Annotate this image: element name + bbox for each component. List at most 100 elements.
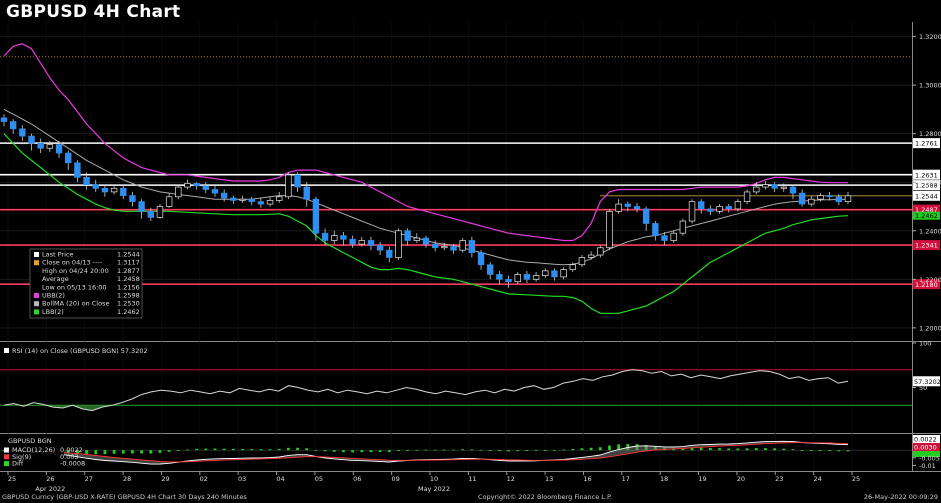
candle-body bbox=[376, 244, 384, 251]
candle-body bbox=[597, 247, 604, 256]
macd-histogram-bar bbox=[378, 450, 382, 453]
candle-body bbox=[441, 246, 448, 249]
macd-histogram-bar bbox=[406, 450, 410, 452]
candle-body bbox=[707, 208, 714, 212]
macd-histogram-bar bbox=[791, 449, 795, 451]
candle-body bbox=[266, 200, 274, 205]
x-month-label: Apr 2022 bbox=[35, 485, 65, 493]
candle-body bbox=[431, 243, 439, 249]
candle-body bbox=[74, 162, 81, 178]
macd-legend-label: Diff bbox=[12, 460, 24, 468]
level-tag bbox=[913, 204, 940, 215]
level-tag bbox=[913, 279, 940, 290]
macd-legend-value: 0.003 bbox=[60, 453, 79, 461]
macd-histogram-bar bbox=[819, 450, 822, 452]
macd-legend-swatch bbox=[4, 454, 9, 460]
macd-histogram-bar bbox=[121, 450, 125, 454]
x-tick-label: 26 bbox=[46, 475, 54, 483]
price-tick-label: 1.2000 bbox=[919, 324, 941, 332]
rsi-tick-label: 100 bbox=[919, 340, 931, 348]
macd-histogram-bar bbox=[773, 448, 777, 451]
legend-swatch bbox=[34, 252, 39, 257]
rsi-last-tag-label: 57.3202 bbox=[914, 378, 941, 386]
candle-body bbox=[65, 152, 72, 164]
legend-value: 1.2458 bbox=[117, 275, 140, 283]
macd-histogram-bar bbox=[250, 449, 254, 451]
legend-label: High on 04/24 20:00 bbox=[42, 267, 109, 275]
macd-histogram-bar bbox=[488, 450, 492, 452]
legend-value: 1.2544 bbox=[117, 251, 140, 259]
macd-histogram-bar bbox=[259, 449, 263, 451]
candle-body bbox=[202, 185, 210, 190]
candle-body bbox=[679, 220, 687, 234]
candle-body bbox=[248, 198, 255, 202]
horizontal-levels: 1.2761 1.2631 1.2588 1.2487 1.2341 1.2180 1.25… bbox=[0, 56, 940, 290]
x-tick-label: 17 bbox=[622, 475, 630, 483]
macd-histogram-bar bbox=[277, 448, 281, 451]
macd-histogram-bar bbox=[94, 450, 98, 455]
level-tag-label: 1.2341 bbox=[915, 242, 938, 250]
chart-title: GBPUSD 4H Chart bbox=[6, 2, 181, 22]
legend-value: 1.2877 bbox=[117, 267, 140, 275]
macd-histogram-bar bbox=[85, 450, 88, 454]
x-tick-label: 27 bbox=[85, 475, 93, 483]
macd-histogram-bar bbox=[66, 450, 70, 453]
candle-body bbox=[37, 143, 44, 149]
price-tick-label: 1.3200 bbox=[919, 33, 941, 41]
candle-body bbox=[661, 235, 668, 241]
candle-body bbox=[120, 187, 127, 196]
rsi-label: RSI (14) on Close (GBPUSD BGN) 57.3202 bbox=[12, 347, 148, 355]
candle-body bbox=[633, 206, 641, 210]
last-price-tag-label: 1.2544 bbox=[915, 192, 938, 200]
macd-histogram-bar bbox=[286, 447, 290, 451]
macd-histogram-bar bbox=[809, 450, 813, 452]
candles bbox=[0, 114, 852, 288]
macd-legend-label: MACD(12,26) bbox=[12, 446, 55, 454]
candle-body bbox=[395, 230, 402, 258]
macd-histogram-bar bbox=[782, 448, 786, 451]
macd-histogram-bar bbox=[764, 448, 767, 451]
macd-legend-value: 0.0022 bbox=[60, 446, 83, 454]
candle-body bbox=[450, 246, 457, 251]
macd-legend-swatch bbox=[4, 461, 9, 467]
level-tag-label: 1.2631 bbox=[915, 171, 938, 179]
candle-body bbox=[55, 144, 63, 154]
candle-body bbox=[367, 240, 375, 246]
candle-body bbox=[496, 274, 503, 280]
candle-body bbox=[762, 184, 769, 188]
legend-swatch bbox=[34, 260, 39, 266]
candle-body bbox=[349, 238, 356, 245]
candle-body bbox=[551, 270, 558, 278]
macd-histogram-bar bbox=[176, 450, 180, 452]
macd-histogram-bar bbox=[222, 448, 226, 451]
macd-signal-fill bbox=[4, 441, 848, 465]
x-tick-label: 24 bbox=[813, 475, 821, 483]
candle-body bbox=[808, 198, 815, 205]
level-tag-label: 1.2487 bbox=[915, 206, 938, 214]
candle-body bbox=[844, 195, 852, 202]
macd-histogram-bar bbox=[507, 450, 510, 452]
macd-histogram-bar bbox=[186, 449, 189, 451]
macd-histogram-bar bbox=[195, 448, 199, 451]
macd-histogram-bar bbox=[497, 450, 501, 452]
macd-tag bbox=[913, 443, 940, 451]
candle-body bbox=[358, 240, 365, 245]
candle-body bbox=[422, 237, 430, 245]
x-tick-label: 18 bbox=[660, 475, 668, 483]
candle-body bbox=[587, 254, 595, 258]
macd-tag bbox=[913, 435, 940, 443]
candle-body bbox=[19, 128, 26, 137]
macd-histogram-bar bbox=[543, 450, 547, 451]
macd-histogram-bar bbox=[424, 449, 428, 451]
footer-copyright: Copyright© 2022 Bloomberg Finance L.P. bbox=[478, 493, 612, 501]
candle-body bbox=[477, 252, 485, 266]
candle-body bbox=[459, 240, 466, 251]
candle-body bbox=[83, 177, 90, 185]
price-tick-label: 1.2400 bbox=[919, 227, 941, 235]
macd-histogram-bar bbox=[149, 450, 153, 454]
x-tick-label: 06 bbox=[353, 475, 361, 483]
legend-box bbox=[29, 248, 143, 319]
macd-histogram-bar bbox=[708, 448, 712, 451]
